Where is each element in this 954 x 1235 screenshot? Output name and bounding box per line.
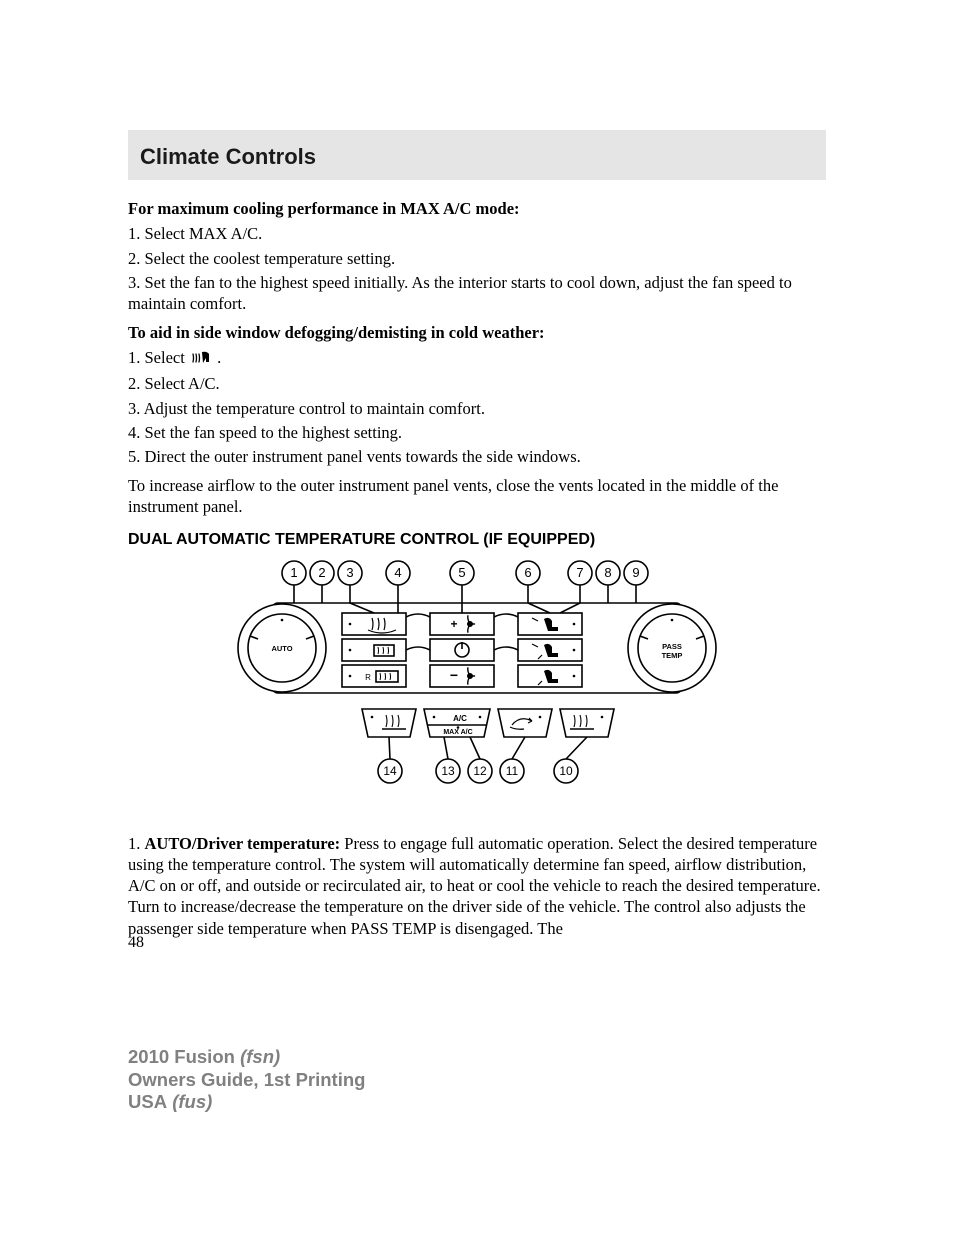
header-bar: Climate Controls (128, 130, 826, 180)
svg-text:14: 14 (383, 764, 397, 778)
svg-text:10: 10 (559, 764, 573, 778)
svg-text:12: 12 (473, 764, 487, 778)
page-number: 48 (128, 934, 144, 952)
footer-l3b: (fus) (167, 1091, 212, 1112)
svg-text:+: + (450, 617, 457, 631)
svg-text:1: 1 (290, 565, 297, 580)
footer-line-2: Owners Guide, 1st Printing (128, 1069, 365, 1092)
sec2-tail: To increase airflow to the outer instrum… (128, 475, 826, 517)
svg-text:PASS: PASS (662, 642, 682, 651)
sec1-item: 2. Select the coolest temperature settin… (128, 248, 826, 269)
footer-line-1: 2010 Fusion (fsn) (128, 1046, 365, 1069)
sec1-heading: For maximum cooling performance in MAX A… (128, 198, 826, 219)
sec2-item: 2. Select A/C. (128, 373, 826, 394)
page-title: Climate Controls (140, 144, 814, 170)
sec2-step1-post: . (217, 348, 221, 367)
desc-label: AUTO/Driver temperature: (145, 834, 341, 853)
footer-l1b: (fsn) (235, 1046, 280, 1067)
climate-control-diagram: 123456789AUTOPASSTEMPR+−A/CMAX A/C141312… (128, 559, 826, 815)
footer-l1a: 2010 Fusion (128, 1046, 235, 1067)
footer-line-3: USA (fus) (128, 1091, 365, 1114)
diagram-svg: 123456789AUTOPASSTEMPR+−A/CMAX A/C141312… (212, 559, 742, 815)
description-para: 1. AUTO/Driver temperature: Press to eng… (128, 833, 826, 939)
subheading: DUAL AUTOMATIC TEMPERATURE CONTROL (IF E… (128, 531, 826, 549)
svg-text:A/C: A/C (453, 714, 467, 723)
sec2-heading: To aid in side window defogging/demistin… (128, 322, 826, 343)
svg-text:11: 11 (506, 764, 519, 778)
svg-text:8: 8 (604, 565, 611, 580)
svg-text:2: 2 (318, 565, 325, 580)
footer-block: 2010 Fusion (fsn) Owners Guide, 1st Prin… (128, 1046, 365, 1114)
svg-text:7: 7 (576, 565, 583, 580)
sec2-item: 4. Set the fan speed to the highest sett… (128, 422, 826, 443)
svg-text:MAX A/C: MAX A/C (443, 729, 472, 736)
floor-defrost-icon (190, 349, 212, 370)
svg-text:3: 3 (346, 565, 353, 580)
svg-text:AUTO: AUTO (271, 644, 292, 653)
svg-text:−: − (450, 667, 458, 683)
svg-text:4: 4 (394, 565, 401, 580)
svg-text:TEMP: TEMP (662, 651, 683, 660)
svg-text:5: 5 (458, 565, 465, 580)
svg-text:R: R (365, 673, 371, 682)
svg-text:9: 9 (632, 565, 639, 580)
sec2-step1: 1. Select . (128, 347, 826, 370)
sec1-item: 3. Set the fan to the highest speed init… (128, 272, 826, 314)
desc-num: 1. (128, 834, 145, 853)
footer-l3a: USA (128, 1091, 167, 1112)
sec2-item: 5. Direct the outer instrument panel ven… (128, 446, 826, 467)
svg-text:13: 13 (441, 764, 455, 778)
sec1-item: 1. Select MAX A/C. (128, 223, 826, 244)
page-content: Climate Controls For maximum cooling per… (128, 130, 826, 943)
sec2-step1-pre: 1. Select (128, 348, 189, 367)
svg-text:6: 6 (524, 565, 531, 580)
sec2-item: 3. Adjust the temperature control to mai… (128, 398, 826, 419)
